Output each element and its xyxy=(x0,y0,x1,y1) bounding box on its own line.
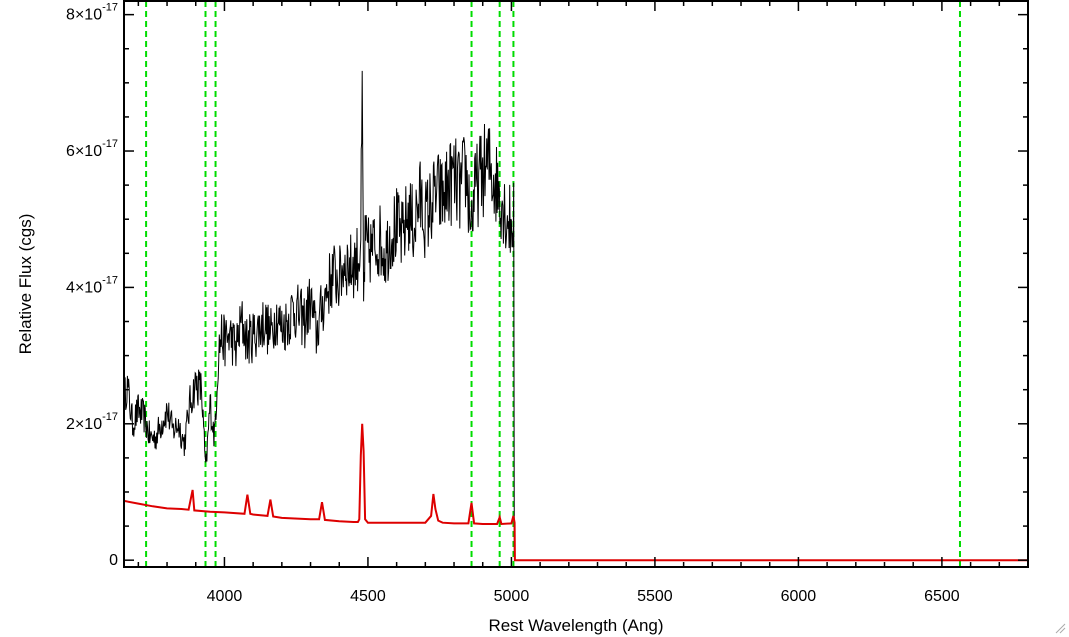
x-tick-label: 4000 xyxy=(207,588,243,605)
x-tick-label: 5000 xyxy=(494,588,530,605)
x-tick-label: 4500 xyxy=(350,588,386,605)
y-tick-label: 6×10-17 xyxy=(66,138,118,160)
y-tick-label: 0 xyxy=(109,552,118,569)
x-tick-label: 6000 xyxy=(781,588,817,605)
y-tick-label: 4×10-17 xyxy=(66,274,118,296)
resize-grip-icon[interactable] xyxy=(1054,622,1066,634)
y-tick-label: 2×10-17 xyxy=(66,411,118,433)
y-axis-title: Relative Flux (cgs) xyxy=(16,214,35,355)
y-tick-labels: 0 2×10-17 4×10-17 6×10-17 8×10-17 xyxy=(66,2,118,570)
x-tick-label: 6500 xyxy=(924,588,960,605)
x-axis-title: Rest Wavelength (Ang) xyxy=(488,616,663,635)
y-tick-label: 8×10-17 xyxy=(66,2,118,24)
series-line xyxy=(123,423,1028,562)
series-layer xyxy=(123,70,1028,562)
x-tick-labels: 4000 4500 5000 5500 6000 6500 xyxy=(207,588,960,605)
series-line xyxy=(123,70,1028,561)
ticks-layer xyxy=(124,1,1029,567)
plot-frame xyxy=(123,0,1029,568)
reference-lines-layer xyxy=(145,1,961,567)
x-tick-label: 5500 xyxy=(637,588,673,605)
